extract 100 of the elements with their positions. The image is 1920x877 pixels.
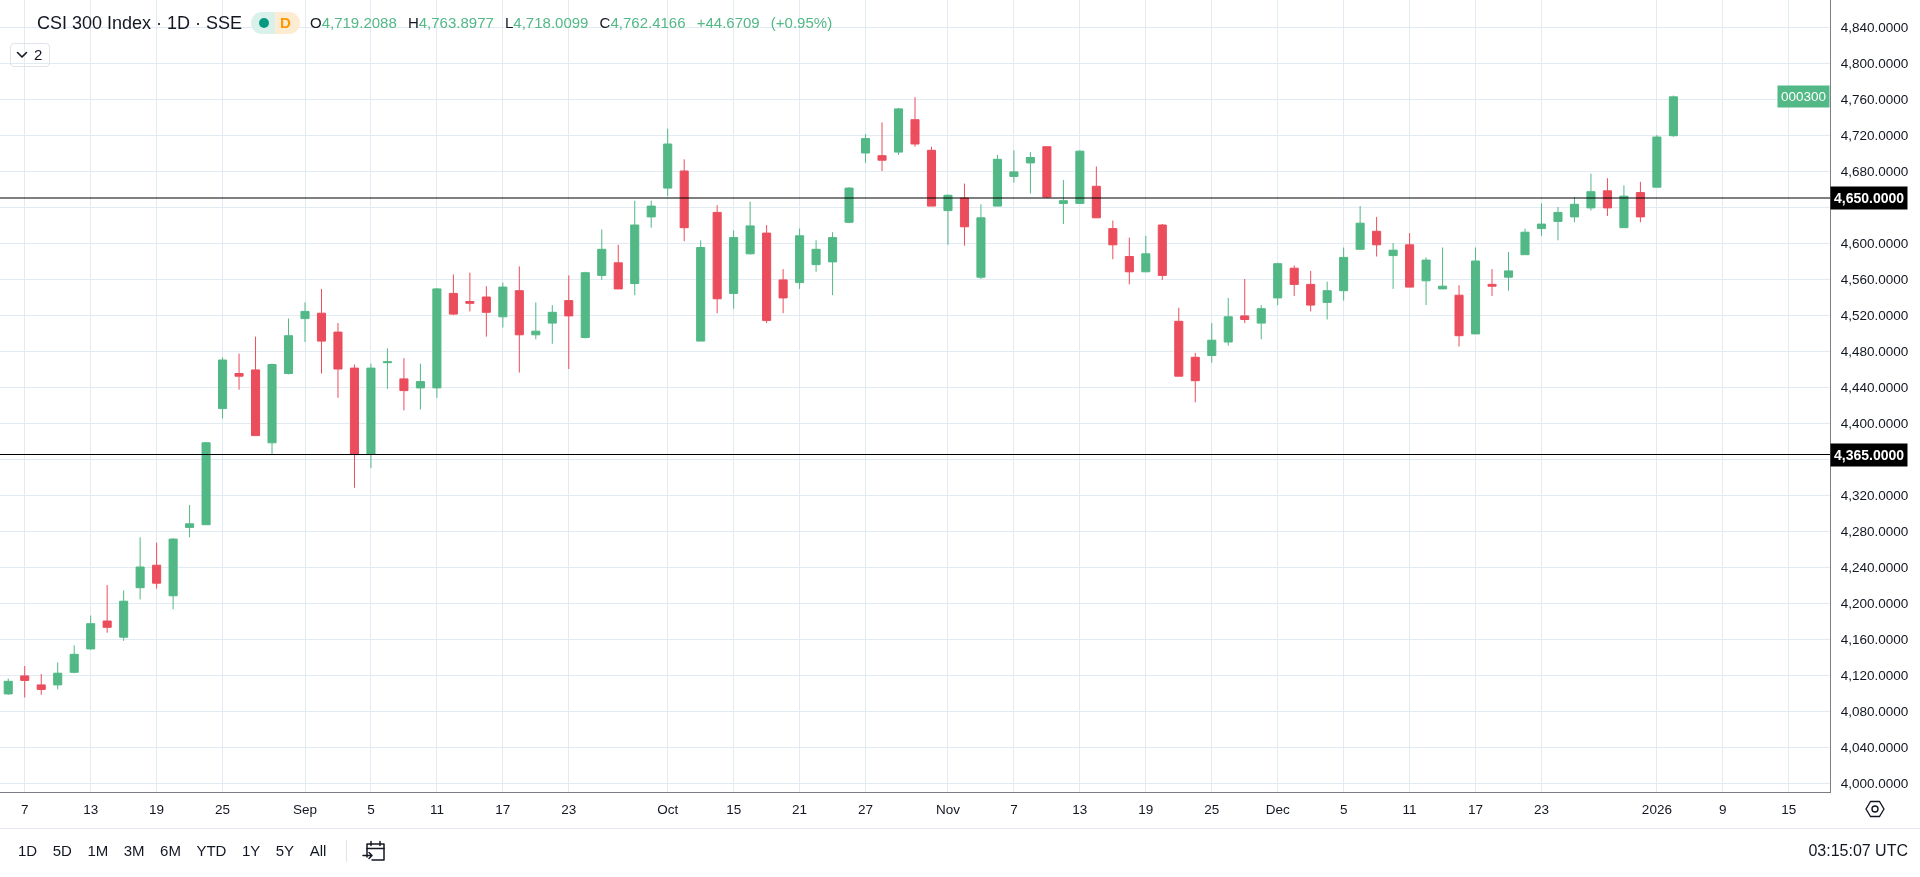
x-tick-label: 11 xyxy=(1402,802,1417,818)
x-tick-label: 25 xyxy=(1204,802,1220,818)
candlestick xyxy=(316,288,327,374)
candlestick xyxy=(201,441,211,526)
candlestick xyxy=(976,203,986,280)
candlestick xyxy=(1306,270,1316,312)
candlestick xyxy=(877,121,887,172)
annotation: D xyxy=(280,13,291,33)
candlestick xyxy=(1372,216,1382,257)
candlestick xyxy=(1322,281,1332,320)
candlestick xyxy=(1025,151,1035,194)
candlestick xyxy=(218,356,228,419)
candlestick xyxy=(119,589,129,642)
candlestick xyxy=(53,661,63,690)
candlestick xyxy=(1421,256,1431,306)
x-tick-label: 23 xyxy=(561,802,577,818)
candlestick xyxy=(102,584,112,634)
y-tick-label: 4,040.0000 xyxy=(1840,739,1909,755)
x-tick-label: Sep xyxy=(292,802,318,818)
x-tick-label: 15 xyxy=(1781,802,1797,818)
x-tick-label: 7 xyxy=(1010,802,1018,818)
x-tick-label: 25 xyxy=(215,802,231,818)
x-tick-label: Dec xyxy=(1265,802,1290,818)
candlestick xyxy=(481,285,491,338)
x-tick-label: 17 xyxy=(1468,802,1484,818)
candlestick xyxy=(333,322,343,399)
candlestick xyxy=(992,154,1002,207)
text: 03:15:07 UTC xyxy=(1808,841,1908,861)
candlestick xyxy=(1355,205,1365,250)
candlestick xyxy=(1207,322,1217,364)
candlestick xyxy=(844,186,854,224)
text: 1D xyxy=(18,841,38,861)
candlestick xyxy=(646,200,656,229)
y-tick-label: 4,760.0000 xyxy=(1840,91,1909,107)
candlestick xyxy=(349,364,359,489)
candlestick xyxy=(514,265,524,374)
y-tick-label: 4,680.0000 xyxy=(1840,163,1909,179)
candlestick xyxy=(432,287,442,399)
x-tick-label: 19 xyxy=(149,802,165,818)
candlestick xyxy=(498,282,508,329)
candlestick xyxy=(1091,166,1101,219)
x-tick-label: 11 xyxy=(429,802,444,818)
y-tick-label: 4,560.0000 xyxy=(1840,271,1909,287)
y-tick-label: 4,440.0000 xyxy=(1840,379,1909,395)
candlestick xyxy=(580,271,590,339)
candlestick xyxy=(1108,220,1118,260)
candlestick xyxy=(1586,173,1596,212)
x-tick-label: 19 xyxy=(1138,802,1154,818)
candlestick xyxy=(1042,146,1052,199)
candlestick xyxy=(251,336,261,437)
candlestick xyxy=(135,536,145,600)
candlestick xyxy=(630,200,640,296)
candlestick xyxy=(36,673,46,696)
candlestick xyxy=(185,504,195,538)
candlestick xyxy=(926,146,937,207)
x-tick-label: 13 xyxy=(83,802,99,818)
candlestick xyxy=(366,363,376,469)
y-tick-label: 4,000.0000 xyxy=(1840,775,1909,791)
annotation: 000300 xyxy=(1781,89,1827,104)
candlestick xyxy=(564,274,574,370)
candlestick xyxy=(613,244,623,290)
candlestick xyxy=(531,301,541,340)
candlestick xyxy=(1520,228,1530,256)
candlestick xyxy=(1487,268,1497,297)
candlestick xyxy=(1454,284,1464,347)
ref-line-label: 4,365.0000 xyxy=(1834,447,1905,463)
candlestick xyxy=(1635,181,1645,223)
x-tick-label: Oct xyxy=(657,802,679,818)
y-tick-label: 4,800.0000 xyxy=(1840,55,1909,71)
y-tick-label: 4,840.0000 xyxy=(1840,19,1909,35)
text: 3M xyxy=(123,841,145,861)
y-tick-label: 4,600.0000 xyxy=(1840,235,1909,251)
x-tick-label: 23 xyxy=(1533,802,1550,818)
candlestick xyxy=(1503,251,1514,292)
text: CSI 300 Index · 1D · SSE xyxy=(37,12,243,34)
candlestick xyxy=(1339,247,1349,302)
x-tick-label: 13 xyxy=(1072,802,1088,818)
candlestick xyxy=(712,204,722,314)
candlestick xyxy=(382,347,392,390)
candlestick xyxy=(399,357,409,411)
candlestick xyxy=(1124,237,1134,285)
candlestick xyxy=(20,665,30,698)
candlestick xyxy=(86,615,96,651)
candlestick xyxy=(910,96,920,148)
candlestick xyxy=(679,158,689,242)
candlestick xyxy=(959,183,969,247)
candlestick xyxy=(893,107,904,156)
x-tick-label: 2026 xyxy=(1641,802,1672,818)
x-tick-label: 5 xyxy=(1339,802,1348,818)
y-tick-label: 4,200.0000 xyxy=(1840,595,1909,611)
candlestick xyxy=(267,363,277,455)
candlestick xyxy=(1602,177,1612,217)
candlestick xyxy=(1190,352,1200,403)
y-tick-label: 4,720.0000 xyxy=(1840,127,1909,143)
candlestick xyxy=(3,678,13,696)
annotation: 2 xyxy=(34,45,43,65)
candlestick xyxy=(1569,196,1579,223)
x-tick-label: 27 xyxy=(858,802,874,818)
x-tick-label: 17 xyxy=(495,802,511,818)
candlestick xyxy=(861,133,871,164)
